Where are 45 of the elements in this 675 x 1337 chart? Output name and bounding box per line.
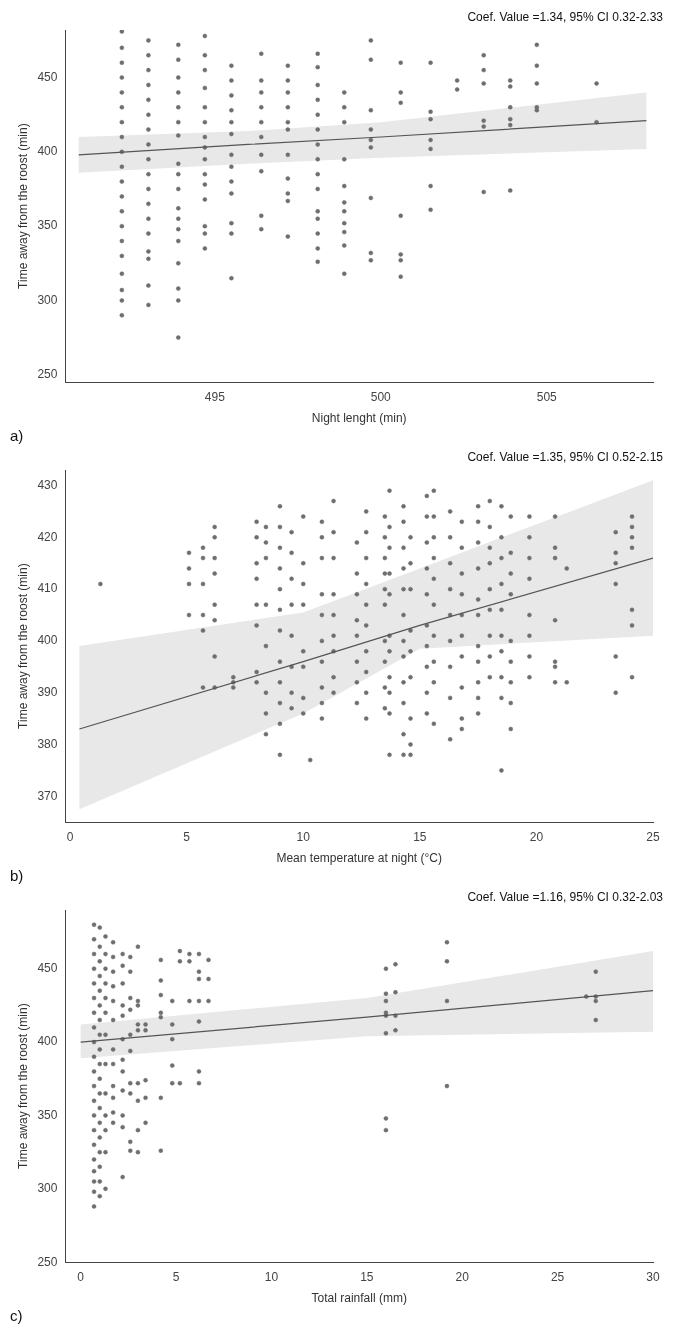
text: b) xyxy=(10,866,24,884)
y-tick-label: 300 xyxy=(37,1181,58,1196)
x-tick-label: 20 xyxy=(455,1269,470,1284)
x-tick-label: 0 xyxy=(66,829,74,844)
y-tick-label: 450 xyxy=(37,961,58,976)
y-tick-label: 250 xyxy=(37,367,58,382)
y-tick-label: 350 xyxy=(37,218,58,233)
x-tick-label: 5 xyxy=(183,829,191,844)
x-tick-label: 25 xyxy=(550,1269,565,1284)
text: Coef. Value =1.16, 95% CI 0.32-2.03 xyxy=(467,890,664,905)
y-tick-label: 380 xyxy=(37,736,58,751)
y-tick-label: 350 xyxy=(37,1107,58,1122)
text: Coef. Value =1.34, 95% CI 0.32-2.33 xyxy=(467,10,664,25)
x-tick-label: 20 xyxy=(529,829,544,844)
x-tick-label: 0 xyxy=(77,1269,85,1284)
text: c) xyxy=(10,1306,23,1324)
y-tick-label: 430 xyxy=(37,477,58,492)
y-tick-label: 400 xyxy=(37,144,58,159)
x-tick-label: 15 xyxy=(360,1269,374,1284)
x-axis-title: Total rainfall (mm) xyxy=(311,1291,407,1306)
x-tick-label: 10 xyxy=(264,1269,279,1284)
x-tick-label: 500 xyxy=(370,389,392,404)
x-tick-label: 30 xyxy=(646,1269,660,1284)
y-tick-label: 410 xyxy=(37,581,58,596)
x-tick-label: 25 xyxy=(646,829,660,844)
y-tick-label: 300 xyxy=(37,292,58,307)
y-axis-title: Time away from the roost (min) xyxy=(15,1003,30,1169)
x-axis-title: Night lenght (min) xyxy=(311,411,407,426)
x-tick-label: 495 xyxy=(204,389,226,404)
x-tick-label: 15 xyxy=(413,829,427,844)
y-tick-label: 250 xyxy=(37,1254,58,1269)
y-axis-title: Time away from the roost (min) xyxy=(15,563,30,729)
text: Coef. Value =1.35, 95% CI 0.52-2.15 xyxy=(467,450,664,465)
y-tick-label: 400 xyxy=(37,1034,58,1049)
y-tick-label: 390 xyxy=(37,685,58,700)
y-tick-label: 370 xyxy=(37,788,58,803)
y-tick-label: 450 xyxy=(37,69,58,84)
y-tick-label: 420 xyxy=(37,529,58,544)
x-tick-label: 5 xyxy=(172,1269,180,1284)
x-axis-title: Mean temperature at night (°C) xyxy=(276,851,442,866)
x-tick-label: 10 xyxy=(296,829,311,844)
y-tick-label: 400 xyxy=(37,633,58,648)
y-axis-title: Time away from the roost (min) xyxy=(15,123,30,289)
x-tick-label: 505 xyxy=(536,389,558,404)
text: a) xyxy=(10,426,24,444)
